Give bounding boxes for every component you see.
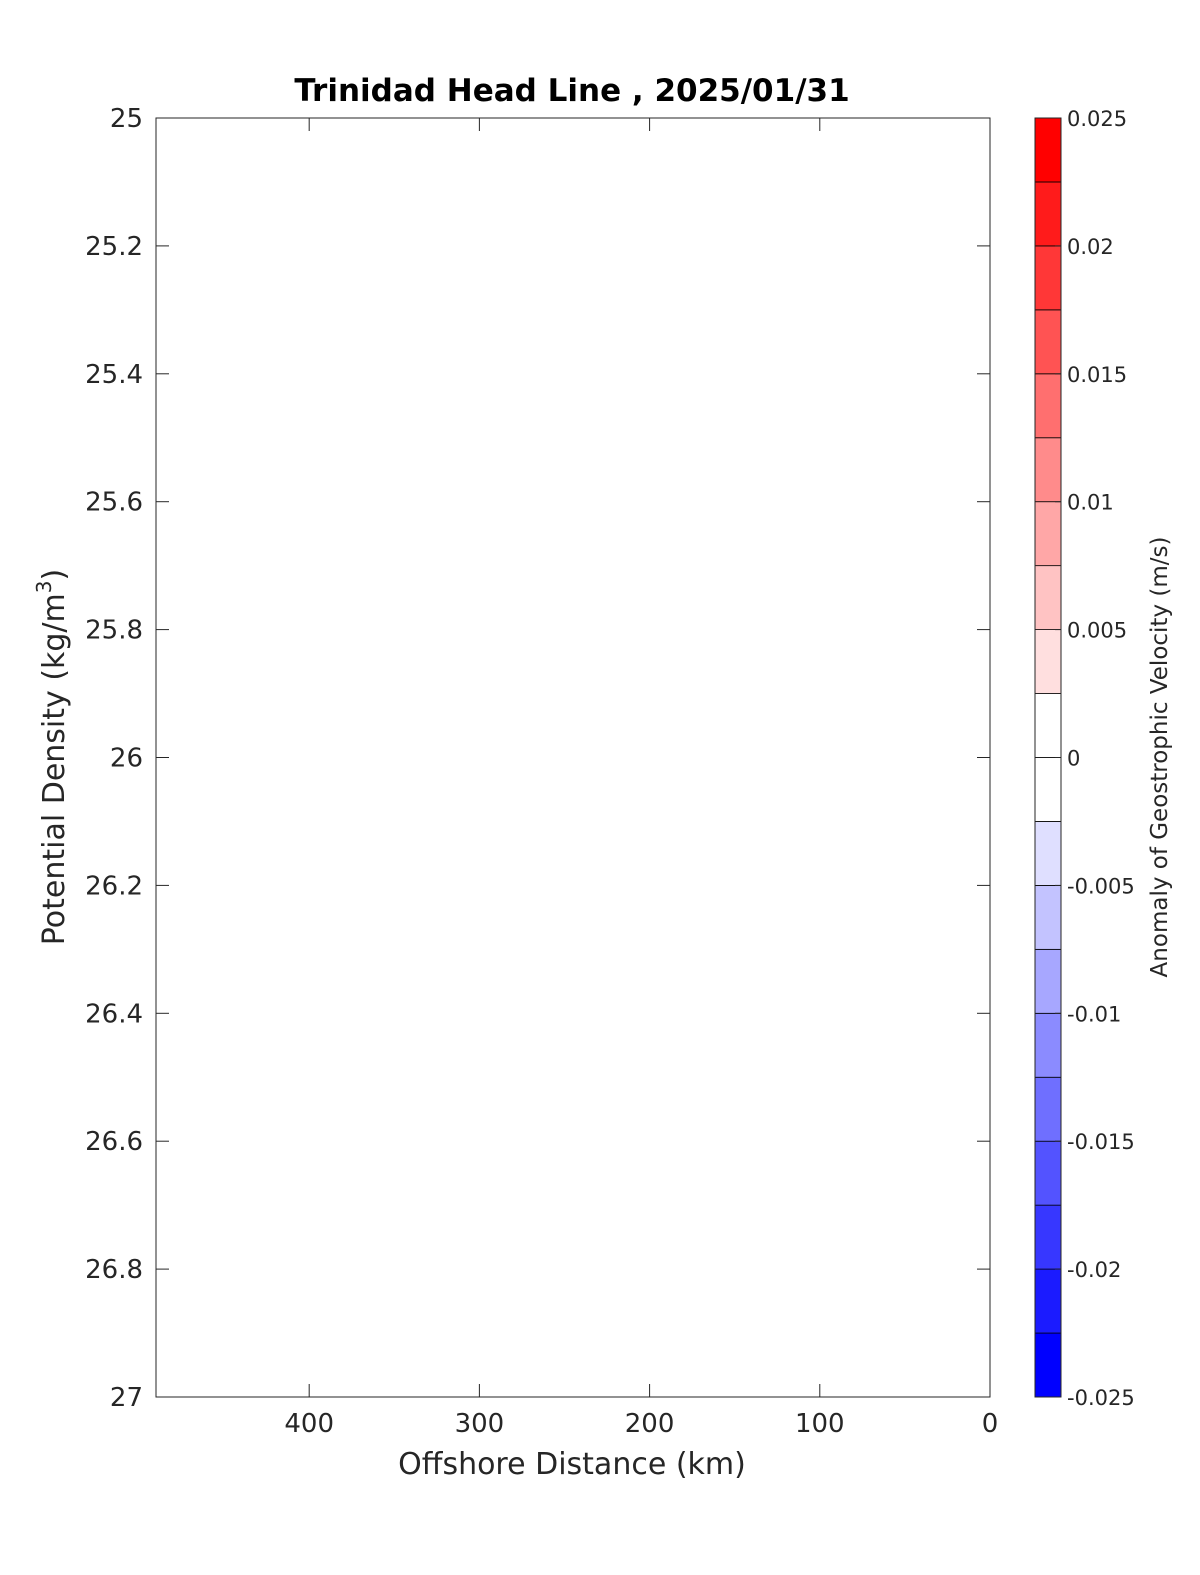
colorbar-segment (1034, 948, 1062, 1014)
colorbar-tick-label: -0.015 (1067, 1130, 1135, 1154)
y-axis-label-main: Potential Density (kg/m (37, 593, 72, 945)
y-axis-label: Potential Density (kg/m3) (32, 569, 72, 945)
colorbar-segment (1034, 821, 1062, 886)
y-tick-label: 26.4 (85, 999, 143, 1029)
colorbar-segment (1034, 437, 1062, 503)
y-tick-label: 26.2 (85, 871, 143, 901)
y-tick-label: 26.6 (85, 1127, 143, 1157)
colorbar-tick-label: 0 (1067, 747, 1080, 771)
y-axis-label-superscript: 3 (32, 580, 56, 593)
colorbar-segment (1034, 1204, 1062, 1270)
colorbar-segment (1034, 1076, 1062, 1142)
y-tick-label: 25.4 (85, 360, 143, 390)
colorbar-tick-label: -0.025 (1067, 1386, 1135, 1410)
colorbar-tick-label: 0.005 (1067, 619, 1127, 643)
colorbar-segment (1034, 181, 1062, 247)
colorbar-tick-label: 0.025 (1067, 107, 1127, 131)
y-tick-label: 25.6 (85, 488, 143, 518)
colorbar-segment (1034, 1140, 1062, 1206)
colorbar-segment (1034, 1012, 1062, 1078)
colorbar-segment (1034, 1268, 1062, 1334)
chart-title: Trinidad Head Line , 2025/01/31 (294, 73, 849, 109)
y-tick-label: 26 (110, 744, 143, 774)
colorbar-ticks: 0.025 0.02 0.015 0.01 0.005 0 -0.005 -0.01 -0.01… (1055, 107, 1135, 1410)
x-tick-label: 0 (982, 1409, 999, 1439)
colorbar-segment (1034, 757, 1062, 822)
colorbar-tick-label: 0.015 (1067, 363, 1127, 387)
x-tick-label: 200 (625, 1409, 675, 1439)
x-tick-label: 100 (795, 1409, 845, 1439)
colorbar-segment (1034, 885, 1062, 950)
y-tick-label: 25 (110, 104, 143, 134)
colorbar-segment (1034, 693, 1062, 758)
colorbar (1034, 117, 1062, 1398)
x-tick-label: 300 (455, 1409, 505, 1439)
colorbar-segment (1034, 117, 1062, 183)
plot-area (155, 117, 991, 1398)
colorbar-tick-label: 0.02 (1067, 235, 1114, 259)
x-tick-label: 400 (284, 1409, 334, 1439)
y-tick-label: 26.8 (85, 1255, 143, 1285)
colorbar-tick-label: -0.005 (1067, 874, 1135, 898)
colorbar-segment (1034, 245, 1062, 311)
x-axis-label: Offshore Distance (km) (398, 1447, 746, 1482)
colorbar-segment (1034, 629, 1062, 694)
y-tick-label: 27 (110, 1383, 143, 1413)
colorbar-segment (1034, 309, 1062, 375)
y-axis-label-suffix: ) (37, 569, 72, 581)
y-axis: 25 25.2 25.4 25.6 25.8 26 26.2 26.4 26.6 26.8 27 (85, 104, 990, 1413)
y-tick-label: 25.8 (85, 616, 143, 646)
y-tick-label: 25.2 (85, 232, 143, 262)
x-axis: 400 300 200 100 0 (284, 118, 998, 1439)
colorbar-segment (1034, 1332, 1062, 1398)
colorbar-tick-label: 0.01 (1067, 491, 1114, 515)
colorbar-tick-label: -0.01 (1067, 1002, 1121, 1026)
colorbar-segment (1034, 565, 1062, 631)
colorbar-segment (1034, 501, 1062, 567)
colorbar-tick-label: -0.02 (1067, 1258, 1121, 1282)
colorbar-segment (1034, 373, 1062, 439)
colorbar-label: Anomaly of Geostrophic Velocity (m/s) (1147, 537, 1173, 978)
